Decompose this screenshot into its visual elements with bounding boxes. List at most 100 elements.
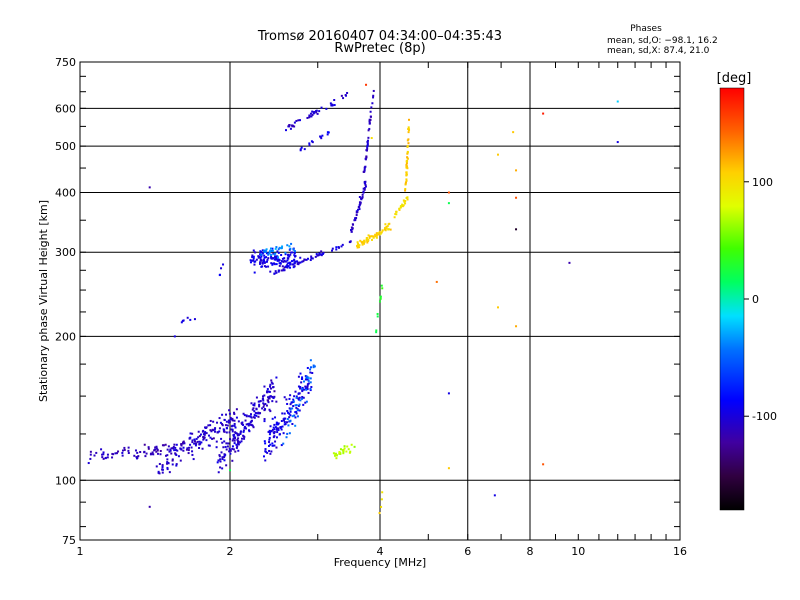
data-point (375, 236, 378, 239)
data-point (225, 420, 228, 423)
data-point (262, 402, 265, 405)
data-point (385, 227, 388, 230)
data-point (309, 388, 312, 391)
data-point (229, 449, 232, 452)
data-point (242, 430, 245, 433)
data-point (271, 442, 274, 445)
data-point (171, 463, 174, 466)
data-point (272, 426, 275, 429)
data-point (374, 235, 377, 238)
data-point (616, 100, 619, 103)
data-point (270, 430, 273, 433)
y-tick-label: 750 (55, 56, 76, 69)
data-point (294, 416, 297, 419)
data-point (289, 127, 292, 130)
data-point (111, 456, 114, 459)
data-point (260, 251, 263, 254)
data-point (402, 204, 405, 207)
y-tick-label: 400 (55, 186, 76, 199)
x-axis-label: Frequency [MHz] (334, 556, 426, 569)
data-point (339, 448, 342, 451)
data-point (273, 428, 276, 431)
data-point (375, 234, 378, 237)
data-point (311, 110, 314, 113)
data-point (221, 456, 224, 459)
data-point (277, 427, 280, 430)
data-point (311, 257, 314, 260)
data-point (286, 432, 289, 435)
data-point (187, 449, 190, 452)
data-point (215, 446, 218, 449)
data-point (303, 380, 306, 383)
data-point (363, 168, 366, 171)
data-point (275, 436, 278, 439)
data-point (263, 420, 266, 423)
data-point (405, 178, 408, 181)
grid-lines (80, 62, 680, 540)
data-point (239, 441, 242, 444)
data-point (300, 381, 303, 384)
data-point (339, 452, 342, 455)
data-point (225, 464, 228, 467)
data-point (383, 228, 386, 231)
data-point (280, 428, 283, 431)
data-point (222, 263, 225, 266)
data-point (304, 387, 307, 390)
data-point (268, 436, 271, 439)
data-point (308, 144, 311, 147)
data-point (283, 269, 286, 272)
data-point (189, 432, 192, 435)
data-point (308, 116, 311, 119)
data-point (296, 260, 299, 263)
data-point (169, 448, 172, 451)
data-point (296, 262, 299, 265)
data-point (191, 450, 194, 453)
data-point (253, 414, 256, 417)
data-point (358, 196, 361, 199)
data-point (301, 387, 304, 390)
data-point (310, 255, 313, 258)
data-point (207, 444, 210, 447)
data-point (337, 246, 340, 249)
data-point (175, 453, 178, 456)
data-point (344, 94, 347, 97)
data-point (364, 180, 367, 183)
data-point (360, 197, 363, 200)
data-point (406, 152, 409, 155)
data-point (277, 270, 280, 273)
data-point (304, 375, 307, 378)
data-point (193, 318, 196, 321)
data-point (370, 106, 373, 109)
data-point (274, 252, 277, 255)
data-point (270, 253, 273, 256)
data-point (186, 316, 189, 319)
data-point (253, 260, 256, 263)
data-point (247, 415, 250, 418)
data-point (195, 442, 198, 445)
data-point (217, 459, 220, 462)
data-point (315, 253, 318, 256)
data-point (237, 441, 240, 444)
data-point (384, 226, 387, 229)
data-point (293, 395, 296, 398)
data-point (223, 454, 226, 457)
data-point (186, 447, 189, 450)
data-point (231, 417, 234, 420)
data-point (249, 261, 252, 264)
data-point (277, 429, 280, 432)
data-point (267, 252, 270, 255)
data-point (370, 137, 373, 140)
data-point (299, 149, 302, 152)
data-point (250, 420, 253, 423)
data-point (287, 254, 290, 257)
data-point (342, 449, 345, 452)
data-point (270, 450, 273, 453)
data-point (121, 454, 124, 457)
data-point (368, 127, 371, 130)
data-point (250, 423, 253, 426)
data-point (395, 213, 398, 216)
data-point (273, 390, 276, 393)
data-point (293, 121, 296, 124)
data-point (283, 417, 286, 420)
data-point (233, 422, 236, 425)
